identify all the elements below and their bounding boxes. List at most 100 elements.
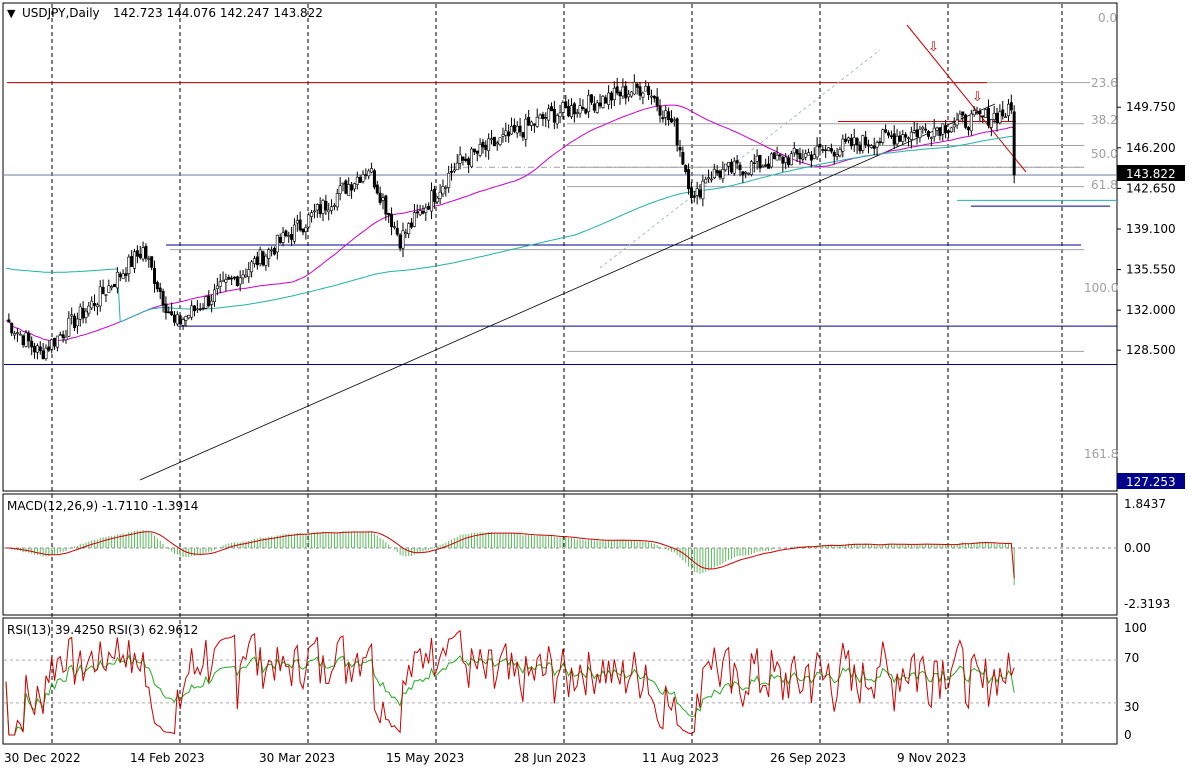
candle-body	[658, 105, 662, 116]
candle-body	[587, 94, 591, 112]
candle-body	[155, 282, 159, 290]
x-tick-label: 30 Dec 2022	[4, 751, 81, 765]
candle-body	[564, 101, 568, 108]
candle-body	[844, 138, 848, 142]
candle-body	[761, 165, 765, 168]
candle-body	[558, 112, 562, 117]
price-pane	[2, 2, 1118, 492]
candle-body	[867, 144, 871, 147]
candle-body	[181, 319, 185, 326]
candle-body	[992, 112, 996, 120]
candle-body	[858, 144, 862, 152]
candle-body	[170, 311, 174, 316]
candle-body	[284, 230, 288, 237]
candle-body	[492, 136, 496, 147]
fib-label-50: 50.0	[1091, 147, 1118, 161]
candle-body	[795, 149, 799, 155]
candle-body	[398, 234, 402, 249]
candle-body	[355, 176, 359, 185]
candle-body	[207, 295, 211, 307]
candle-body	[470, 148, 474, 168]
candle-body	[133, 251, 137, 269]
candle-body	[178, 315, 182, 325]
candle-body	[264, 255, 268, 266]
x-tick-label: 11 Aug 2023	[642, 751, 719, 765]
candle-body	[644, 86, 648, 92]
candle-body	[404, 232, 408, 234]
candle-body	[664, 110, 668, 118]
candle-body	[561, 102, 565, 113]
candle-body	[452, 169, 456, 172]
candle-body	[41, 350, 45, 359]
candle-body	[678, 146, 682, 151]
candle-body	[841, 138, 845, 152]
candle-body	[418, 210, 422, 216]
candle-body	[481, 141, 485, 148]
candle-body	[472, 148, 476, 153]
candle-body	[701, 180, 705, 200]
candle-body	[221, 280, 225, 282]
candle-body	[150, 256, 154, 268]
candle-body	[884, 129, 888, 133]
macd-tick-bottom: -2.3193	[1124, 597, 1170, 611]
candle-body	[287, 235, 291, 237]
candle-body	[507, 131, 511, 137]
candle-body	[467, 158, 471, 166]
candle-body	[61, 334, 65, 338]
candle-body	[490, 138, 494, 141]
candle-body	[995, 112, 999, 124]
candle-body	[718, 170, 722, 178]
candle-body	[290, 234, 294, 240]
candle-body	[747, 172, 751, 175]
candle-body	[855, 138, 859, 146]
candle-body	[847, 137, 851, 141]
header-arrow-icon[interactable]: ▼	[7, 7, 16, 20]
candle-body	[173, 314, 177, 323]
candle-body	[124, 273, 128, 277]
candle-body	[944, 125, 948, 134]
candle-body	[250, 261, 254, 273]
x-tick-label: 14 Feb 2023	[130, 751, 205, 765]
candle-body	[535, 116, 539, 127]
candle-body	[301, 228, 305, 233]
candle-body	[689, 187, 693, 199]
candle-body	[341, 182, 345, 185]
candle-body	[261, 251, 265, 266]
candle-body	[98, 286, 102, 307]
candle-body	[784, 156, 788, 163]
y-tick-label: 128.500	[1126, 343, 1176, 357]
candle-body	[44, 347, 48, 359]
candle-body	[981, 115, 985, 118]
macd-drawing	[4, 530, 1117, 586]
candle-body	[878, 141, 882, 144]
candle-body	[849, 137, 853, 147]
candle-body	[926, 131, 930, 137]
candle-body	[984, 109, 988, 118]
candle-body	[521, 132, 525, 138]
candle-body	[461, 156, 465, 161]
candle-body	[510, 126, 514, 135]
candle-body	[184, 316, 188, 321]
candle-body	[792, 148, 796, 154]
macd-pane	[2, 493, 1118, 616]
candle-body	[218, 281, 222, 287]
fib-label-382: 38.2	[1091, 113, 1118, 127]
candle-body	[7, 319, 11, 323]
x-tick-label: 15 May 2023	[386, 751, 464, 765]
candle-body	[912, 130, 916, 133]
candle-body	[775, 154, 779, 161]
y-tick-label: 142.650	[1126, 181, 1176, 195]
candle-body	[270, 249, 274, 252]
candle-body	[258, 249, 262, 264]
candle-body	[64, 336, 68, 341]
x-tick-label: 28 Jun 2023	[514, 751, 586, 765]
candle-body	[58, 334, 62, 336]
candle-body	[672, 119, 676, 122]
candle-body	[338, 185, 342, 194]
candle-body	[749, 161, 753, 175]
candle-body	[552, 108, 556, 123]
candle-body	[252, 258, 256, 264]
last-price-badge-bg	[1117, 165, 1185, 181]
candle-body	[35, 345, 39, 353]
candle-body	[769, 153, 773, 168]
